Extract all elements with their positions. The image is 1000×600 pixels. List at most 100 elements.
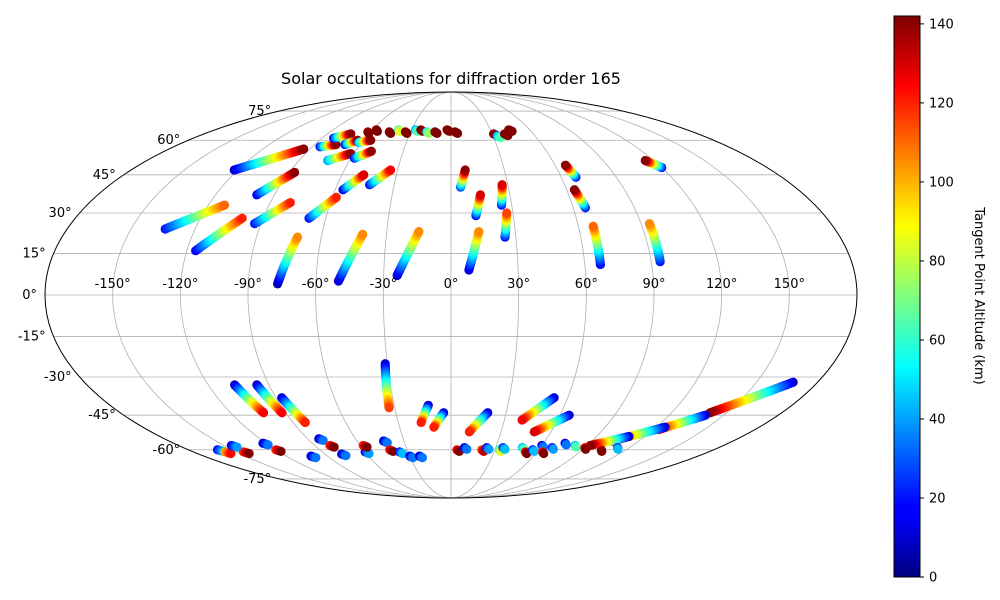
- occultation-point: [402, 128, 412, 138]
- occultation-point: [414, 227, 424, 237]
- longitude-tick-label: -60°: [302, 277, 330, 292]
- latitude-tick-label: 15°: [23, 246, 46, 261]
- occultation-point: [588, 221, 598, 231]
- occultation-point: [581, 444, 591, 454]
- occultation-point: [432, 128, 442, 138]
- occultation-point: [507, 126, 517, 136]
- colorbar-tick-label: 60: [929, 333, 946, 348]
- colorbar-tick-label: 0: [929, 571, 937, 586]
- colorbar-tick-label: 80: [929, 254, 946, 269]
- occultation-point: [460, 165, 470, 175]
- occultation-point: [571, 442, 581, 452]
- occultation-point: [276, 446, 286, 456]
- occultation-point: [539, 448, 549, 459]
- latitude-labels: 75° 60° 45° 30° 15° 0° -15° -30° -45° -60° -75°: [18, 104, 271, 487]
- occultation-point: [331, 192, 341, 202]
- colorbar-tick-label: 140: [929, 17, 954, 32]
- colorbar-tick-label: 100: [929, 175, 954, 190]
- longitude-tick-label: 150°: [774, 277, 805, 292]
- latitude-tick-label: -75°: [243, 472, 271, 487]
- occultation-point: [569, 185, 580, 195]
- occultation-point: [417, 453, 427, 463]
- occultation-point: [372, 126, 382, 136]
- occultation-point: [292, 232, 303, 242]
- occultation-point: [359, 170, 369, 180]
- longitude-tick-label: 120°: [706, 277, 737, 292]
- latitude-tick-label: -60°: [153, 443, 181, 458]
- occultation-point: [597, 446, 607, 456]
- occultation-point: [452, 128, 463, 138]
- occultation-point: [548, 444, 558, 454]
- chart-title: Solar occultations for diffraction order…: [281, 69, 621, 88]
- occultation-point: [484, 444, 494, 454]
- occultation-point: [244, 448, 254, 459]
- longitude-tick-label: -90°: [234, 277, 262, 292]
- occultation-point: [429, 422, 439, 432]
- occultation-point: [300, 417, 310, 428]
- colorbar-gradient: [893, 15, 921, 578]
- occultation-point: [529, 446, 539, 456]
- occultation-point: [364, 128, 374, 138]
- occultation-point: [517, 415, 527, 425]
- occultation-point: [474, 227, 484, 237]
- occultation-point: [560, 160, 571, 170]
- longitude-tick-label: -30°: [369, 277, 397, 292]
- occultation-point: [640, 155, 650, 166]
- occultation-point: [561, 440, 571, 450]
- latitude-tick-label: 75°: [248, 104, 271, 119]
- colorbar-ticks: 0 20 40 60 80 100 120 140: [920, 17, 954, 586]
- occultation-point: [366, 146, 376, 156]
- latitude-tick-label: 45°: [93, 168, 116, 183]
- colorbar-label: Tangent Point Altitude (km): [971, 206, 986, 384]
- occultation-point: [219, 200, 230, 210]
- occultation-point: [500, 444, 510, 454]
- longitude-labels: -150° -120° -90° -60° -30° 0° 30° 60° 90° 120° 150…: [95, 277, 805, 292]
- occultation-point: [258, 408, 269, 418]
- occultation-point: [329, 442, 339, 452]
- data-points: [160, 125, 798, 463]
- occultation-point: [226, 448, 236, 459]
- occultation-point: [318, 435, 328, 446]
- occultation-point: [384, 403, 394, 413]
- occultation-point: [277, 408, 287, 418]
- longitude-tick-label: -150°: [95, 277, 131, 292]
- longitude-tick-label: 30°: [507, 277, 530, 292]
- colorbar-tick-label: 40: [929, 412, 946, 427]
- colorbar-tick-label: 20: [929, 491, 946, 506]
- longitude-tick-label: 0°: [444, 277, 459, 292]
- occultation-point: [386, 128, 396, 138]
- occultation-point: [285, 197, 295, 208]
- latitude-tick-label: 30°: [49, 206, 72, 221]
- occultation-point: [346, 129, 356, 139]
- occultation-point: [644, 219, 655, 229]
- occultation-point: [311, 453, 321, 463]
- latitude-tick-label: -30°: [44, 370, 72, 385]
- occultation-point: [263, 440, 273, 450]
- colorbar: 0 20 40 60 80 100 120 140 Tangent Point Altitud…: [893, 15, 986, 586]
- occultation-point: [475, 190, 486, 200]
- occultation-point: [416, 417, 426, 428]
- occultation-point: [462, 444, 472, 454]
- longitude-tick-label: 60°: [575, 277, 598, 292]
- latitude-tick-label: 60°: [157, 133, 180, 148]
- longitude-tick-label: 90°: [642, 277, 665, 292]
- occultation-point: [464, 427, 474, 437]
- occultation-point: [341, 450, 351, 461]
- occultation-point: [398, 448, 408, 459]
- occultation-point: [382, 438, 392, 448]
- longitude-tick-label: -120°: [162, 277, 198, 292]
- occultation-point: [358, 229, 368, 239]
- occultation-point: [385, 165, 396, 175]
- occultation-point: [529, 427, 539, 437]
- occultation-point: [237, 213, 247, 223]
- occultation-point: [613, 444, 623, 454]
- map-grid: [45, 91, 857, 499]
- occultation-point: [232, 442, 242, 452]
- latitude-tick-label: 0°: [22, 288, 37, 303]
- occultation-point: [502, 208, 512, 218]
- occultation-point: [497, 180, 507, 190]
- latitude-tick-label: -15°: [18, 330, 46, 345]
- occultation-point: [290, 167, 300, 177]
- latitude-tick-label: -45°: [88, 408, 116, 423]
